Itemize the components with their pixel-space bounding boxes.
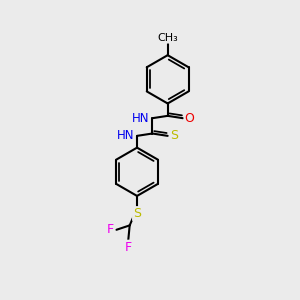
Text: F: F: [107, 223, 114, 236]
Text: F: F: [124, 241, 132, 254]
Text: S: S: [170, 129, 178, 142]
Text: HN: HN: [117, 129, 134, 142]
Text: O: O: [184, 112, 194, 125]
Text: HN: HN: [132, 112, 149, 125]
Text: CH₃: CH₃: [157, 32, 178, 43]
Text: S: S: [133, 207, 141, 220]
